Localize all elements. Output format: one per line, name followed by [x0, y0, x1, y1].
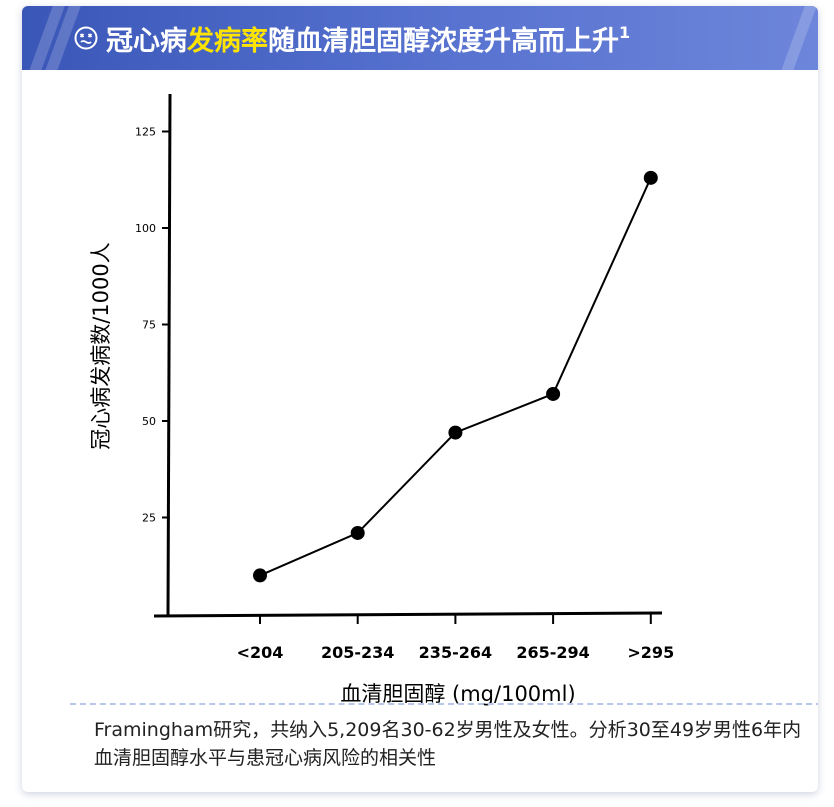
divider [70, 703, 818, 705]
chart-axes [153, 93, 663, 618]
x-tick-label: 205-234 [321, 643, 394, 662]
y-axis-line [166, 93, 172, 617]
y-tick-label: 100 [135, 222, 156, 235]
data-point [350, 525, 365, 540]
y-tick-label: 125 [135, 126, 156, 139]
x-tick-label: <204 [237, 643, 284, 662]
sick-face-icon [74, 26, 98, 50]
x-tick-labels: <204 205-234 235-264 265-294 >295 [237, 614, 674, 662]
y-tick-label: 50 [142, 415, 156, 428]
page-title: 冠心病 发病率 随血清胆固醇浓度升高而上升 1 [74, 6, 630, 70]
x-axis-label: 血清胆固醇 (mg/100ml) [340, 682, 576, 706]
x-tick-label: 235-264 [419, 643, 492, 662]
banner-stripe [775, 6, 818, 70]
data-point [643, 170, 658, 185]
data-point [253, 568, 267, 583]
y-tick-label: 25 [142, 512, 156, 525]
y-ticks: 25 50 75 100 125 [135, 126, 170, 525]
line-chart: 25 50 75 100 125 <204 205-234 235-264 265-294 >2… [135, 93, 674, 662]
footnote: Framingham研究，共纳入5,209名30-62岁男性及女性。分析30至4… [94, 719, 802, 769]
title-text-highlight: 发病率 [187, 25, 268, 57]
title-footnote-marker: 1 [619, 22, 631, 42]
data-point [448, 425, 463, 440]
chart-card: 冠心病 发病率 随血清胆固醇浓度升高而上升 1 25 50 75 100 125 <204 20… [22, 6, 818, 792]
title-text-pre: 冠心病 [106, 25, 187, 57]
data-series [253, 170, 658, 583]
x-tick-label: 265-294 [516, 643, 589, 662]
y-axis-label: 冠心病发病数/1000人 [89, 242, 113, 450]
y-tick-label: 75 [142, 319, 156, 332]
x-tick-label: >295 [627, 643, 674, 662]
series-line [259, 177, 652, 577]
x-axis-line [153, 611, 663, 618]
title-banner: 冠心病 发病率 随血清胆固醇浓度升高而上升 1 [22, 6, 818, 70]
data-point [546, 386, 561, 401]
title-text-post: 随血清胆固醇浓度升高而上升 [268, 25, 619, 57]
